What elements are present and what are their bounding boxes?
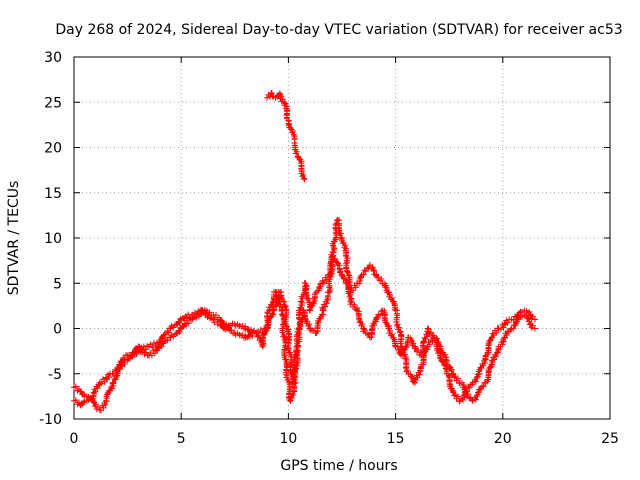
data-point-trail	[281, 100, 291, 122]
data-point-trail	[385, 325, 398, 349]
data-point	[431, 334, 438, 341]
data-points	[71, 90, 538, 414]
data-point-trail	[385, 289, 398, 313]
data-point-trail	[433, 335, 443, 349]
data-point-trail	[168, 324, 184, 340]
data-point-trail	[265, 90, 275, 100]
data-point-trail	[355, 308, 367, 332]
data-point-trail	[259, 309, 271, 349]
x-tick-label: 0	[70, 431, 79, 447]
data-point-trail	[398, 334, 411, 357]
data-point-trail	[179, 311, 193, 322]
data-point-trail	[484, 363, 495, 385]
data-point	[263, 94, 270, 101]
series-sdtvar-trace-b	[71, 216, 538, 414]
data-point-trail	[393, 307, 405, 350]
data-point-trail	[419, 325, 432, 359]
data-point-trail	[445, 372, 456, 394]
data-point-trail	[291, 326, 303, 386]
data-point-trail	[244, 328, 257, 341]
data-point	[531, 325, 538, 332]
data-point-trail	[301, 309, 314, 332]
data-point	[272, 94, 279, 101]
series-sdtvar-trace-c	[263, 90, 308, 183]
y-tick-label: 0	[53, 322, 62, 338]
data-point-trail	[278, 288, 286, 303]
data-point-trail	[515, 308, 525, 318]
data-point	[301, 176, 308, 183]
data-point-trail	[125, 344, 140, 362]
y-tick-label: 30	[44, 50, 62, 66]
data-point-trail	[325, 245, 338, 294]
data-point-trail	[287, 380, 298, 404]
data-point-trail	[315, 281, 324, 294]
data-point-trail	[90, 399, 102, 413]
data-point-trail	[436, 354, 450, 377]
x-axis-ticks: 0 5 10 15 20 25	[70, 57, 619, 447]
data-point-trail	[356, 272, 365, 287]
chart-title: Day 268 of 2024, Sidereal Day-to-day VTE…	[55, 22, 622, 38]
data-point	[281, 99, 288, 106]
y-axis-label: SDTVAR / TECUs	[6, 181, 22, 296]
y-tick-label: 10	[44, 231, 62, 247]
data-point-trail	[471, 371, 482, 385]
data-point-trail	[268, 90, 277, 100]
x-tick-label: 10	[279, 431, 297, 447]
data-point-trail	[306, 290, 318, 313]
y-tick-label: -10	[39, 412, 62, 428]
data-point-trail	[338, 272, 350, 286]
data-point-trail	[381, 307, 392, 330]
x-tick-label: 25	[601, 431, 619, 447]
data-point-trail	[368, 318, 380, 341]
data-point-trail	[527, 311, 536, 322]
data-point-trail	[484, 336, 495, 358]
y-tick-label: 5	[53, 276, 62, 292]
data-point-trail	[277, 91, 286, 105]
y-axis-ticks: -10 -5 0 5 10 15 20 25 30	[39, 50, 610, 428]
data-point-trail	[298, 163, 307, 182]
y-tick-label: 15	[44, 186, 62, 202]
data-point-trail	[278, 308, 291, 367]
data-point-trail	[510, 318, 520, 332]
y-tick-label: 20	[44, 141, 62, 157]
data-point	[531, 316, 538, 323]
data-point-trail	[463, 388, 476, 403]
data-point-trail	[407, 335, 417, 349]
x-axis-label: GPS time / hours	[280, 458, 397, 474]
data-point-trail	[515, 313, 525, 323]
data-point-trail	[335, 217, 345, 241]
data-point-trail	[338, 236, 350, 259]
data-point	[188, 316, 195, 323]
data-point-trail	[104, 370, 114, 383]
x-tick-label: 15	[387, 431, 405, 447]
y-tick-label: 25	[44, 95, 62, 111]
data-point-trail	[147, 344, 162, 359]
y-tick-label: -5	[48, 367, 62, 383]
data-point-trail	[527, 320, 536, 331]
series-sdtvar-trace-a	[71, 252, 538, 409]
data-point-trail	[285, 118, 294, 131]
data-point-trail	[314, 307, 327, 335]
data-point	[103, 375, 110, 382]
data-point-trail	[336, 262, 344, 276]
data-point-trail	[116, 356, 129, 373]
x-tick-label: 5	[177, 431, 186, 447]
x-tick-label: 20	[494, 431, 512, 447]
data-point-trail	[78, 388, 88, 399]
data-point-trail	[78, 398, 88, 408]
data-point-trail	[373, 308, 386, 322]
data-point-trail	[471, 389, 482, 403]
data-point-trail	[343, 255, 355, 303]
data-point-trail	[501, 326, 514, 342]
data-point-trail	[319, 289, 331, 313]
